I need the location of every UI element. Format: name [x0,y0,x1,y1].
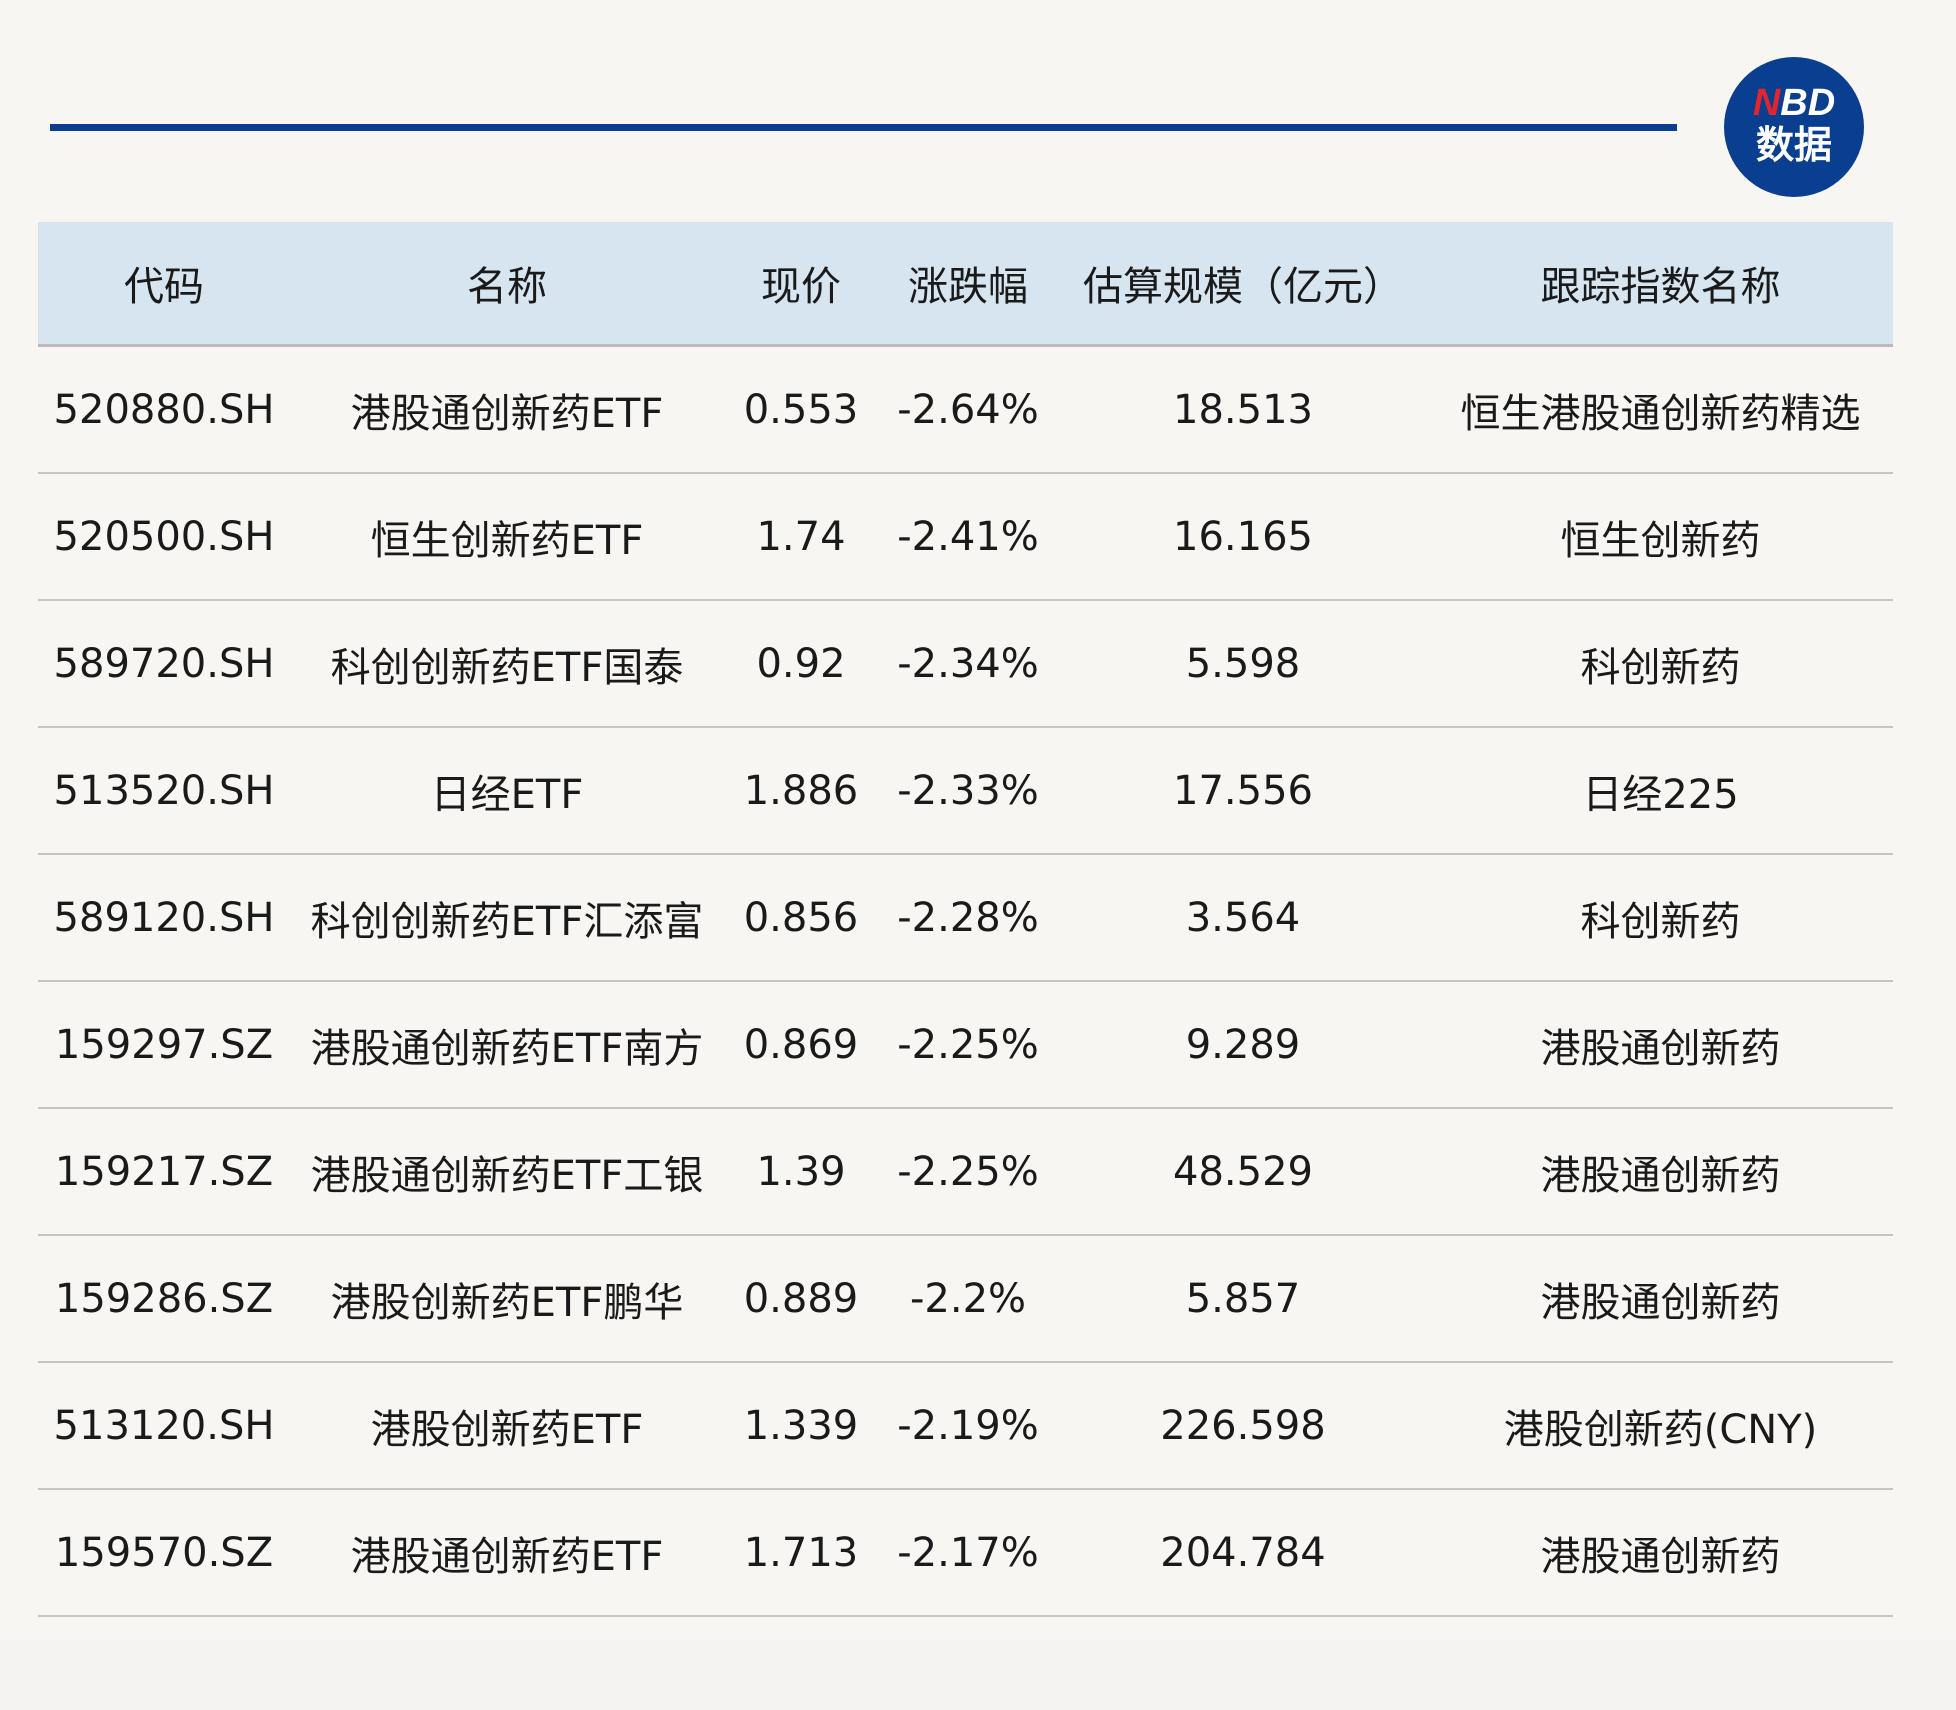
cell-code: 159217.SZ [54,1148,274,1195]
cell-change: -2.64% [897,386,1039,433]
cell-price: 0.889 [743,1275,859,1322]
cell-name: 日经ETF [430,771,584,818]
logo-n: N [1752,82,1781,124]
table-row: 159286.SZ 港股创新药ETF鹏华 0.889 -2.2% 5.857 港股通创新药 [38,1236,1893,1363]
header-code: 代码 [124,264,204,310]
cell-code: 520880.SH [53,386,275,433]
cell-change: -2.33% [897,767,1039,814]
cell-index: 港股通创新药 [1540,1279,1781,1326]
cell-code: 159286.SZ [54,1275,274,1322]
cell-code: 589720.SH [53,640,275,687]
cell-name: 港股通创新药ETF工银 [310,1152,704,1199]
cell-price: 1.886 [743,767,859,814]
cell-index: 科创新药 [1580,644,1741,691]
cell-size: 16.165 [1173,513,1313,560]
cell-change: -2.25% [897,1021,1039,1068]
cell-code: 159297.SZ [54,1021,274,1068]
table-row: 589120.SH 科创创新药ETF汇添富 0.856 -2.28% 3.564 科创新药 [38,855,1893,982]
footer-band [0,1640,1956,1710]
table-header: 代码 名称 现价 涨跌幅 估算规模（亿元） 跟踪指数名称 [38,222,1893,347]
cell-code: 159570.SZ [54,1529,274,1576]
cell-code: 520500.SH [53,513,275,560]
cell-index: 恒生港股通创新药精选 [1460,390,1861,437]
cell-price: 0.553 [743,386,859,433]
cell-size: 5.598 [1185,640,1301,687]
cell-change: -2.28% [897,894,1039,941]
etf-table: 代码 名称 现价 涨跌幅 估算规模（亿元） 跟踪指数名称 520880.SH 港股… [38,222,1893,1617]
cell-name: 港股创新药ETF鹏华 [330,1279,684,1326]
cell-price: 1.339 [743,1402,859,1449]
cell-change: -2.19% [897,1402,1039,1449]
table-row: 159217.SZ 港股通创新药ETF工银 1.39 -2.25% 48.529 港股通创… [38,1109,1893,1236]
cell-code: 513120.SH [53,1402,275,1449]
cell-index: 港股通创新药 [1540,1533,1781,1580]
cell-price: 0.92 [756,640,846,687]
cell-name: 港股通创新药ETF南方 [310,1025,704,1072]
nbd-logo: NBD 数据 [1724,57,1864,197]
header-price: 现价 [761,264,841,310]
cell-index: 港股通创新药 [1540,1025,1781,1072]
cell-change: -2.41% [897,513,1039,560]
cell-size: 226.598 [1160,1402,1326,1449]
cell-change: -2.17% [897,1529,1039,1576]
header-change: 涨跌幅 [908,264,1028,310]
logo-sub: 数据 [1755,123,1832,167]
cell-price: 1.74 [756,513,846,560]
cell-index: 日经225 [1582,771,1739,818]
cell-size: 5.857 [1185,1275,1301,1322]
cell-price: 1.713 [743,1529,859,1576]
cell-name: 港股创新药ETF [370,1406,644,1453]
header-size: 估算规模（亿元） [1083,264,1403,310]
cell-index: 港股创新药(CNY) [1503,1406,1818,1453]
table-row: 520500.SH 恒生创新药ETF 1.74 -2.41% 16.165 恒生创新药 [38,474,1893,601]
cell-change: -2.34% [897,640,1039,687]
cell-size: 18.513 [1173,386,1313,433]
cell-price: 0.869 [743,1021,859,1068]
cell-name: 港股通创新药ETF [350,1533,664,1580]
cell-price: 0.856 [743,894,859,941]
logo-bd: BD [1780,82,1836,124]
cell-code: 513520.SH [53,767,275,814]
cell-name: 港股通创新药ETF [350,390,664,437]
table-row: 159297.SZ 港股通创新药ETF南方 0.869 -2.25% 9.289 港股通创… [38,982,1893,1109]
table-row: 513520.SH 日经ETF 1.886 -2.33% 17.556 日经225 [38,728,1893,855]
cell-change: -2.25% [897,1148,1039,1195]
header-rule [50,124,1677,131]
cell-name: 科创创新药ETF国泰 [330,644,684,691]
cell-price: 1.39 [756,1148,846,1195]
cell-size: 17.556 [1173,767,1313,814]
table-row: 513120.SH 港股创新药ETF 1.339 -2.19% 226.598 港股创新药… [38,1363,1893,1490]
cell-size: 204.784 [1160,1529,1326,1576]
cell-change: -2.2% [909,1275,1027,1322]
table-row: 589720.SH 科创创新药ETF国泰 0.92 -2.34% 5.598 科创新药 [38,601,1893,728]
cell-index: 恒生创新药 [1560,517,1761,564]
table-row: 520880.SH 港股通创新药ETF 0.553 -2.64% 18.513 恒生港股通… [38,347,1893,474]
cell-code: 589120.SH [53,894,275,941]
cell-name: 恒生创新药ETF [370,517,644,564]
cell-size: 48.529 [1173,1148,1313,1195]
header-index: 跟踪指数名称 [1540,264,1781,310]
cell-name: 科创创新药ETF汇添富 [310,898,704,945]
table-row: 159570.SZ 港股通创新药ETF 1.713 -2.17% 204.784 港股通创… [38,1490,1893,1617]
cell-index: 科创新药 [1580,898,1741,945]
cell-size: 9.289 [1185,1021,1301,1068]
cell-size: 3.564 [1185,894,1301,941]
header-name: 名称 [467,264,547,310]
cell-index: 港股通创新药 [1540,1152,1781,1199]
